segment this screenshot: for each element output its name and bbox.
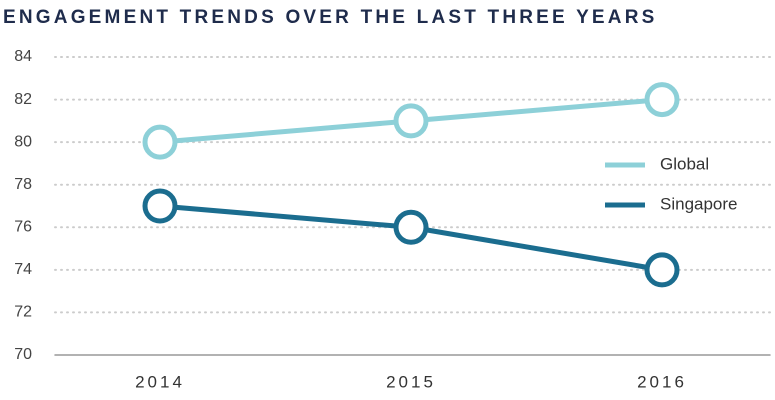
x-tick-label: 2016 [637, 372, 687, 391]
legend-label: Singapore [660, 194, 738, 213]
y-tick-label: 82 [14, 91, 32, 108]
y-tick-label: 76 [14, 219, 32, 236]
y-tick-label: 78 [14, 176, 32, 193]
y-tick-label: 72 [14, 304, 32, 321]
x-tick-label: 2014 [135, 372, 185, 391]
data-point [393, 209, 429, 245]
y-tick-label: 74 [14, 261, 32, 278]
data-point [393, 103, 429, 139]
data-point [142, 188, 178, 224]
y-tick-label: 84 [14, 48, 32, 65]
data-point [644, 82, 680, 118]
y-tick-label: 80 [14, 133, 32, 150]
y-tick-label: 70 [14, 346, 32, 363]
data-point [142, 124, 178, 160]
legend-label: Global [660, 154, 709, 173]
chart-title: ENGAGEMENT TRENDS OVER THE LAST THREE YE… [3, 7, 658, 28]
data-point [644, 252, 680, 288]
x-tick-label: 2015 [386, 372, 436, 391]
